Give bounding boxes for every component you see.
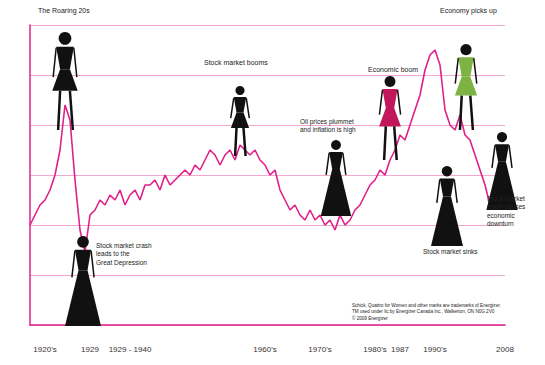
svg-text:1929 - 1940: 1929 - 1940 — [109, 345, 152, 354]
svg-text:Stock market crash: Stock market crash — [96, 242, 152, 249]
svg-text:TM used under lic by Energizer: TM used under lic by Energizer Canada In… — [352, 309, 495, 314]
svg-text:© 2009 Energizer: © 2009 Energizer — [352, 315, 388, 321]
svg-text:1987: 1987 — [391, 345, 409, 354]
svg-text:Economic boom: Economic boom — [368, 66, 418, 73]
svg-text:2008: 2008 — [496, 345, 514, 354]
svg-text:leads to the: leads to the — [96, 250, 130, 257]
svg-text:Stock market sinks: Stock market sinks — [423, 248, 478, 255]
svg-text:downturn: downturn — [487, 220, 514, 227]
svg-text:Schick, Quattro for Women and: Schick, Quattro for Women and other mark… — [352, 303, 501, 308]
svg-text:1980's: 1980's — [363, 345, 386, 354]
svg-text:1929: 1929 — [81, 345, 99, 354]
svg-text:1970's: 1970's — [308, 345, 331, 354]
svg-text:Stock market: Stock market — [487, 195, 525, 202]
svg-text:1990's: 1990's — [423, 345, 446, 354]
svg-text:economic: economic — [487, 212, 516, 219]
svg-text:Economy picks up: Economy picks up — [440, 7, 497, 15]
svg-text:Stock market booms: Stock market booms — [204, 59, 268, 66]
svg-text:Great Depression: Great Depression — [96, 259, 147, 267]
svg-text:1960's: 1960's — [253, 345, 276, 354]
svg-text:crash causes: crash causes — [487, 203, 526, 210]
svg-text:Oil prices plummet: Oil prices plummet — [300, 118, 354, 126]
svg-text:1920's: 1920's — [33, 345, 56, 354]
svg-text:and inflation is high: and inflation is high — [300, 126, 356, 134]
svg-text:The Roaring 20s: The Roaring 20s — [38, 7, 90, 15]
